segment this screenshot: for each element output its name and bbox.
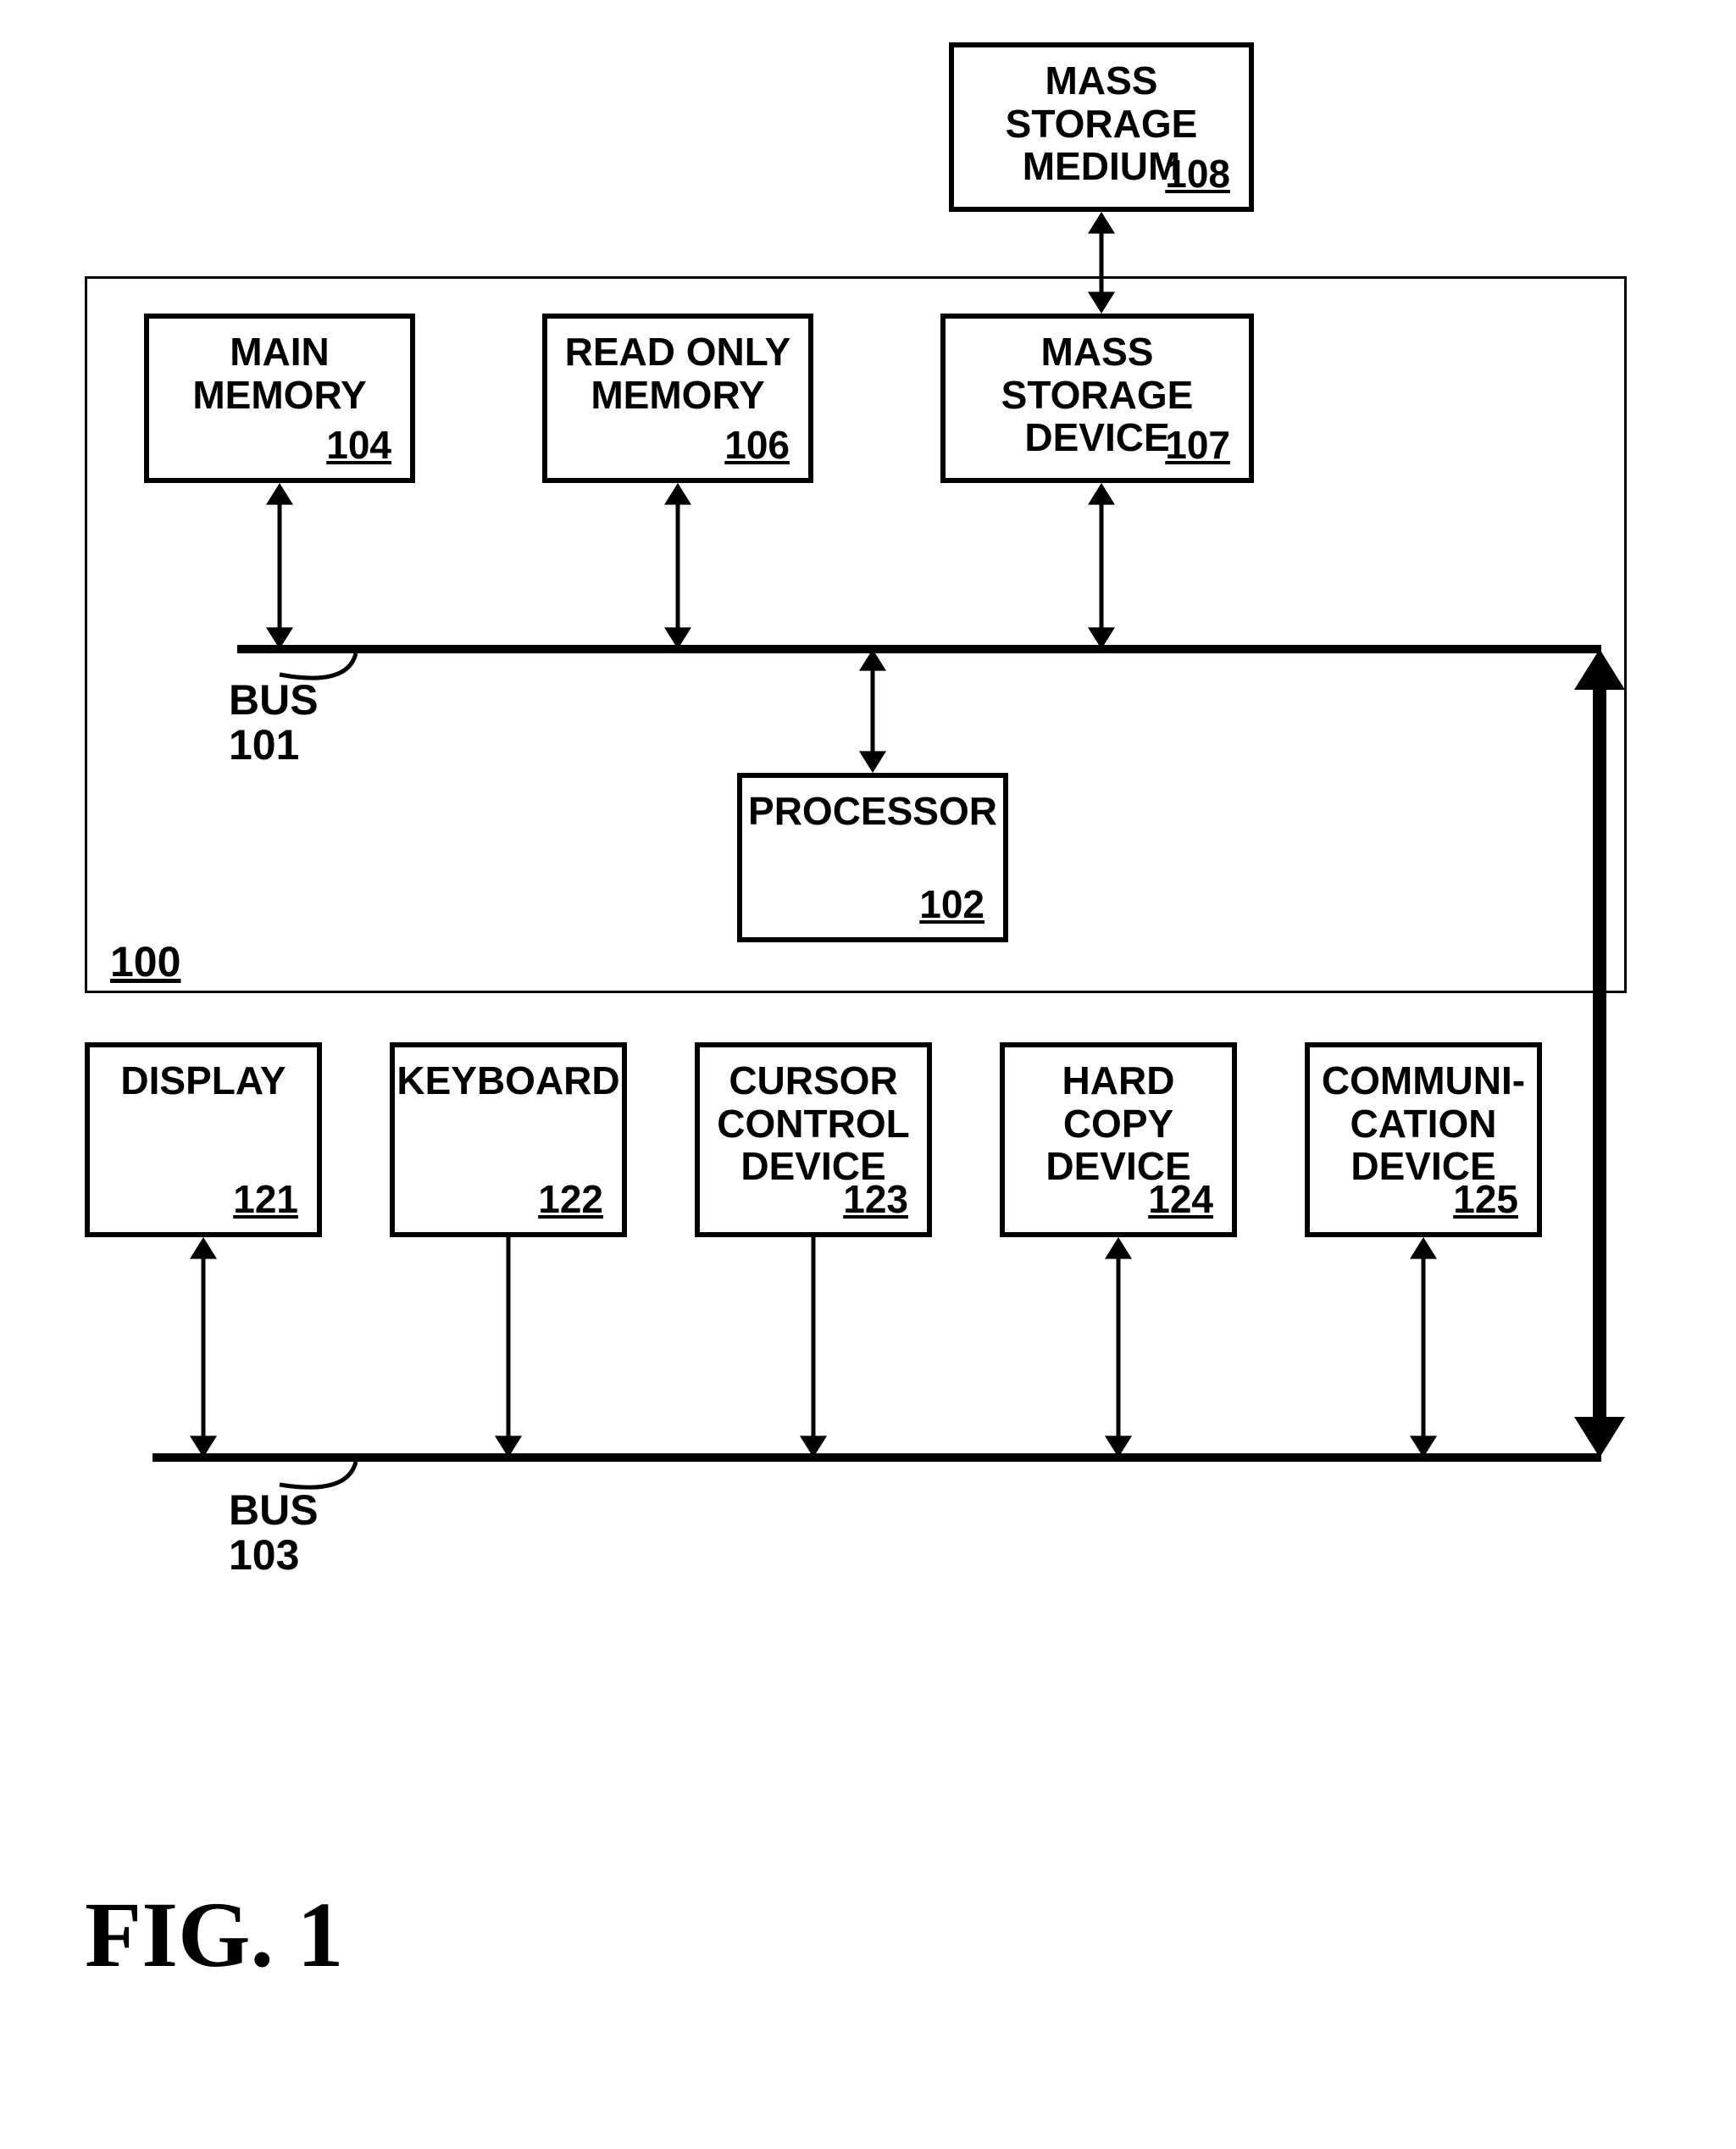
main-memory-ref: 104 bbox=[326, 422, 391, 468]
hard-copy-label: HARD COPYDEVICE bbox=[1005, 1059, 1232, 1188]
read-only-memory-label: READ ONLYMEMORY bbox=[547, 330, 808, 416]
mass-storage-device-box: MASS STORAGEDEVICE 107 bbox=[940, 314, 1254, 483]
main-memory-label: MAINMEMORY bbox=[149, 330, 410, 416]
cursor-control-ref: 123 bbox=[843, 1176, 908, 1222]
mass-storage-medium-ref: 108 bbox=[1165, 151, 1230, 197]
cursor-control-box: CURSORCONTROLDEVICE 123 bbox=[695, 1042, 932, 1237]
communication-label: COMMUNI-CATIONDEVICE bbox=[1310, 1059, 1537, 1188]
keyboard-box: KEYBOARD 122 bbox=[390, 1042, 627, 1237]
processor-ref: 102 bbox=[919, 881, 984, 927]
communication-ref: 125 bbox=[1453, 1176, 1518, 1222]
read-only-memory-box: READ ONLYMEMORY 106 bbox=[542, 314, 813, 483]
cursor-control-label: CURSORCONTROLDEVICE bbox=[700, 1059, 927, 1188]
display-ref: 121 bbox=[233, 1176, 298, 1222]
figure-label: FIG. 1 bbox=[85, 1881, 344, 1989]
display-label: DISPLAY bbox=[90, 1059, 317, 1102]
mass-storage-device-ref: 107 bbox=[1165, 422, 1230, 468]
hard-copy-box: HARD COPYDEVICE 124 bbox=[1000, 1042, 1237, 1237]
keyboard-ref: 122 bbox=[538, 1176, 603, 1222]
bus-103-line bbox=[153, 1453, 1601, 1462]
read-only-memory-ref: 106 bbox=[724, 422, 790, 468]
diagram-canvas: 100 MASS STORAGEMEDIUM 108 MAINMEMORY 10… bbox=[0, 0, 1736, 2149]
communication-box: COMMUNI-CATIONDEVICE 125 bbox=[1305, 1042, 1542, 1237]
main-memory-box: MAINMEMORY 104 bbox=[144, 314, 415, 483]
display-box: DISPLAY 121 bbox=[85, 1042, 322, 1237]
bus-101-label: BUS101 bbox=[229, 678, 319, 767]
processor-label: PROCESSOR bbox=[742, 790, 1003, 833]
bus-101-line bbox=[237, 645, 1601, 653]
bus-103-label: BUS103 bbox=[229, 1488, 319, 1577]
processor-box: PROCESSOR 102 bbox=[737, 773, 1008, 942]
system-container-ref: 100 bbox=[110, 937, 180, 986]
hard-copy-ref: 124 bbox=[1148, 1176, 1213, 1222]
keyboard-label: KEYBOARD bbox=[395, 1059, 622, 1102]
mass-storage-medium-box: MASS STORAGEMEDIUM 108 bbox=[949, 42, 1254, 212]
